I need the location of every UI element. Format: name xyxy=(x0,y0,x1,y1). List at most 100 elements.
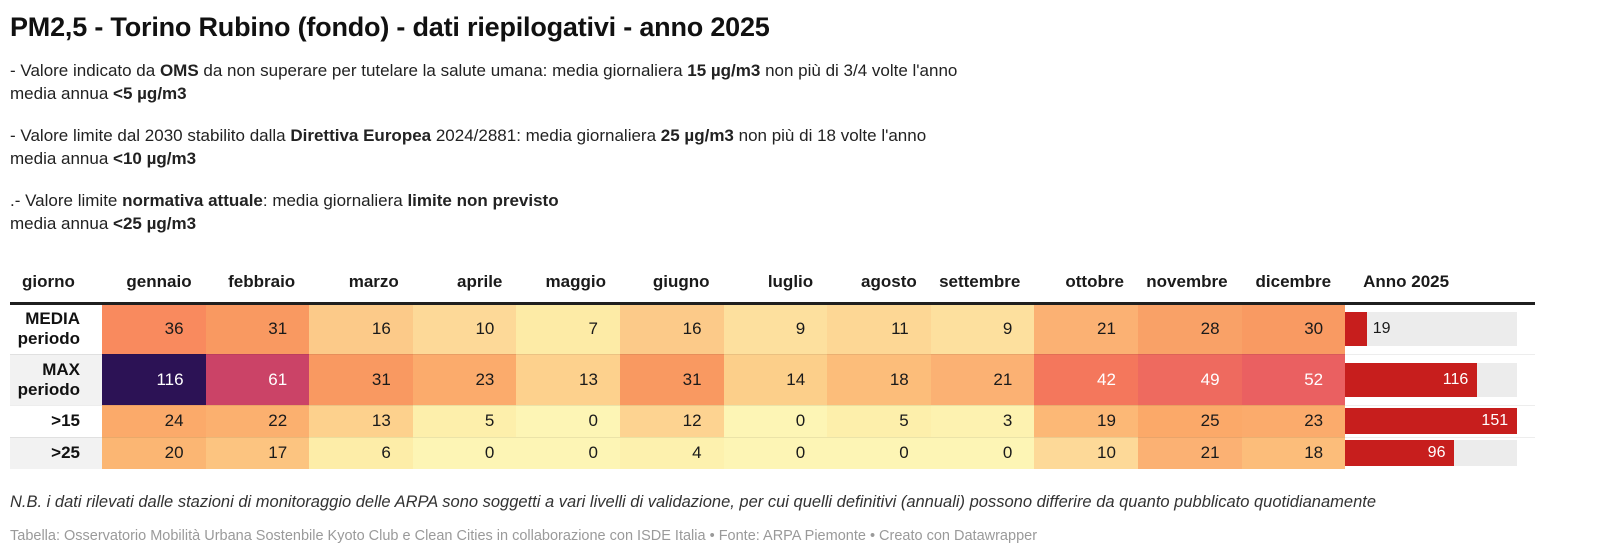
year-bar-cell: 96 xyxy=(1345,436,1536,469)
heatmap-cell: 17 xyxy=(205,436,310,469)
year-bar-cell: 151 xyxy=(1345,404,1536,437)
heatmap-cell: 42 xyxy=(1034,353,1138,405)
note-eu-directive-limit: - Valore limite dal 2030 stabilito dalla… xyxy=(10,124,1110,170)
year-bar-cell: 116 xyxy=(1345,353,1536,405)
page-title: PM2,5 - Torino Rubino (fondo) - dati rie… xyxy=(10,12,770,42)
note-text-segment: Direttiva Europea xyxy=(290,126,432,145)
row-label: >15 xyxy=(10,404,102,437)
column-header-maggio: maggio xyxy=(516,261,620,305)
row-label: >25 xyxy=(10,436,102,469)
column-header-febbraio: febbraio xyxy=(205,261,310,305)
note-text-segment: .- Valore limite xyxy=(10,191,123,210)
note-text-segment: non più di 3/4 volte l'anno xyxy=(760,61,958,80)
heatmap-cell: 0 xyxy=(930,436,1035,469)
year-bar-fill xyxy=(1345,440,1455,467)
heatmap-cell: 20 xyxy=(102,436,206,469)
heatmap-cell: 13 xyxy=(309,404,413,437)
heatmap-cell: 23 xyxy=(1241,404,1346,437)
footnote: N.B. i dati rilevati dalle stazioni di m… xyxy=(10,493,1377,511)
note-text-segment: - Valore limite dal 2030 stabilito dalla xyxy=(10,126,291,145)
column-header-aprile: aprile xyxy=(412,261,517,305)
note-text-segment: - Valore indicato da xyxy=(10,61,160,80)
heatmap-cell: 11 xyxy=(827,302,931,354)
heatmap-cell: 61 xyxy=(205,353,310,405)
heatmap-cell: 23 xyxy=(412,353,517,405)
attribution: Tabella: Osservatorio Mobilità Urbana So… xyxy=(10,528,1038,544)
heatmap-cell: 21 xyxy=(1137,436,1242,469)
note-text-segment: limite non previsto xyxy=(407,191,559,210)
note-text-segment: non più di 18 volte l'anno xyxy=(733,126,927,145)
heatmap-cell: 25 xyxy=(1137,404,1242,437)
heatmap-cell: 10 xyxy=(412,302,517,354)
column-header-ottobre: ottobre xyxy=(1034,261,1138,305)
heatmap-cell: 10 xyxy=(1034,436,1138,469)
heatmap-cell: 6 xyxy=(309,436,413,469)
heatmap-cell: 3 xyxy=(930,404,1035,437)
note-text-segment: 15 µg/m3 xyxy=(687,61,761,80)
note-text-segment: OMS xyxy=(159,61,199,80)
note-text-segment: <25 µg/m3 xyxy=(113,214,197,233)
note-current-regulation-limit: .- Valore limite normativa attuale: medi… xyxy=(10,189,1110,235)
heatmap-cell: 31 xyxy=(205,302,310,354)
column-header-marzo: marzo xyxy=(309,261,413,305)
table-row--15: >15 24 22 13 5 0 12 0 5 3 19 25 23 151 xyxy=(10,404,1536,437)
heatmap-cell: 0 xyxy=(516,404,620,437)
heatmap-cell: 31 xyxy=(309,353,413,405)
year-bar-fill xyxy=(1345,408,1518,434)
heatmap-cell: 18 xyxy=(1241,436,1346,469)
year-bar-value: 116 xyxy=(1442,370,1469,388)
note-text-segment: 2024/2881: media giornaliera xyxy=(431,126,661,145)
year-bar-value: 96 xyxy=(1427,444,1446,462)
heatmap-cell: 7 xyxy=(516,302,620,354)
column-header-settembre: settembre xyxy=(930,261,1035,305)
heatmap-cell: 30 xyxy=(1241,302,1346,354)
note-text-segment: 25 µg/m3 xyxy=(660,126,734,145)
note-text-segment: da non superare per tutelare la salute u… xyxy=(198,61,688,80)
column-header-gennaio: gennaio xyxy=(102,261,206,305)
column-header-agosto: agosto xyxy=(827,261,931,305)
column-header-anno-2025: Anno 2025 xyxy=(1345,261,1536,305)
heatmap-cell: 49 xyxy=(1137,353,1242,405)
heatmap-cell: 19 xyxy=(1034,404,1138,437)
heatmap-cell: 28 xyxy=(1137,302,1242,354)
heatmap-cell: 21 xyxy=(930,353,1035,405)
heatmap-cell: 36 xyxy=(102,302,206,354)
row-label: MEDIA periodo xyxy=(10,302,102,354)
column-header-giorno: giorno xyxy=(10,261,102,305)
row-label: MAX periodo xyxy=(10,353,102,405)
heatmap-cell: 0 xyxy=(412,436,517,469)
heatmap-cell: 0 xyxy=(827,436,931,469)
heatmap-cell: 9 xyxy=(723,302,828,354)
table-row-max-periodo: MAX periodo 116 61 31 23 13 31 14 18 21 42 49 52 116 xyxy=(10,353,1536,405)
heatmap-cell: 0 xyxy=(723,404,828,437)
note-text-segment: <5 µg/m3 xyxy=(113,84,187,103)
heatmap-cell: 14 xyxy=(723,353,828,405)
column-header-giugno: giugno xyxy=(619,261,724,305)
column-header-luglio: luglio xyxy=(723,261,828,305)
note-text-segment: media annua xyxy=(10,84,114,103)
note-text-segment: <10 µg/m3 xyxy=(113,149,197,168)
note-text-segment: media annua xyxy=(10,214,114,233)
heatmap-cell: 22 xyxy=(205,404,310,437)
heatmap-cell: 9 xyxy=(930,302,1035,354)
heatmap-cell: 12 xyxy=(619,404,724,437)
year-bar-track: 19 xyxy=(1345,312,1518,346)
year-bar-track: 116 xyxy=(1345,362,1518,397)
heatmap-cell: 24 xyxy=(102,404,206,437)
heatmap-cell: 18 xyxy=(827,353,931,405)
heatmap-cell: 13 xyxy=(516,353,620,405)
column-header-novembre: novembre xyxy=(1137,261,1242,305)
year-bar-value: 19 xyxy=(1372,320,1391,337)
heatmap-cell: 4 xyxy=(619,436,724,469)
note-text-segment: media annua xyxy=(10,149,114,168)
summary-table: giorno gennaio febbraio marzo aprile maggio gi… xyxy=(10,261,1536,469)
year-bar-fill xyxy=(1345,362,1478,397)
year-bar-track: 96 xyxy=(1345,440,1518,467)
note-text-segment: normativa attuale xyxy=(122,191,263,210)
heatmap-cell: 31 xyxy=(619,353,724,405)
note-oms-limit: - Valore indicato da OMS da non superare… xyxy=(10,59,1110,105)
heatmap-cell: 5 xyxy=(412,404,517,437)
table-header-row: giorno gennaio febbraio marzo aprile maggio gi… xyxy=(10,261,1536,305)
heatmap-cell: 52 xyxy=(1241,353,1346,405)
note-text-segment: : media giornaliera xyxy=(262,191,408,210)
